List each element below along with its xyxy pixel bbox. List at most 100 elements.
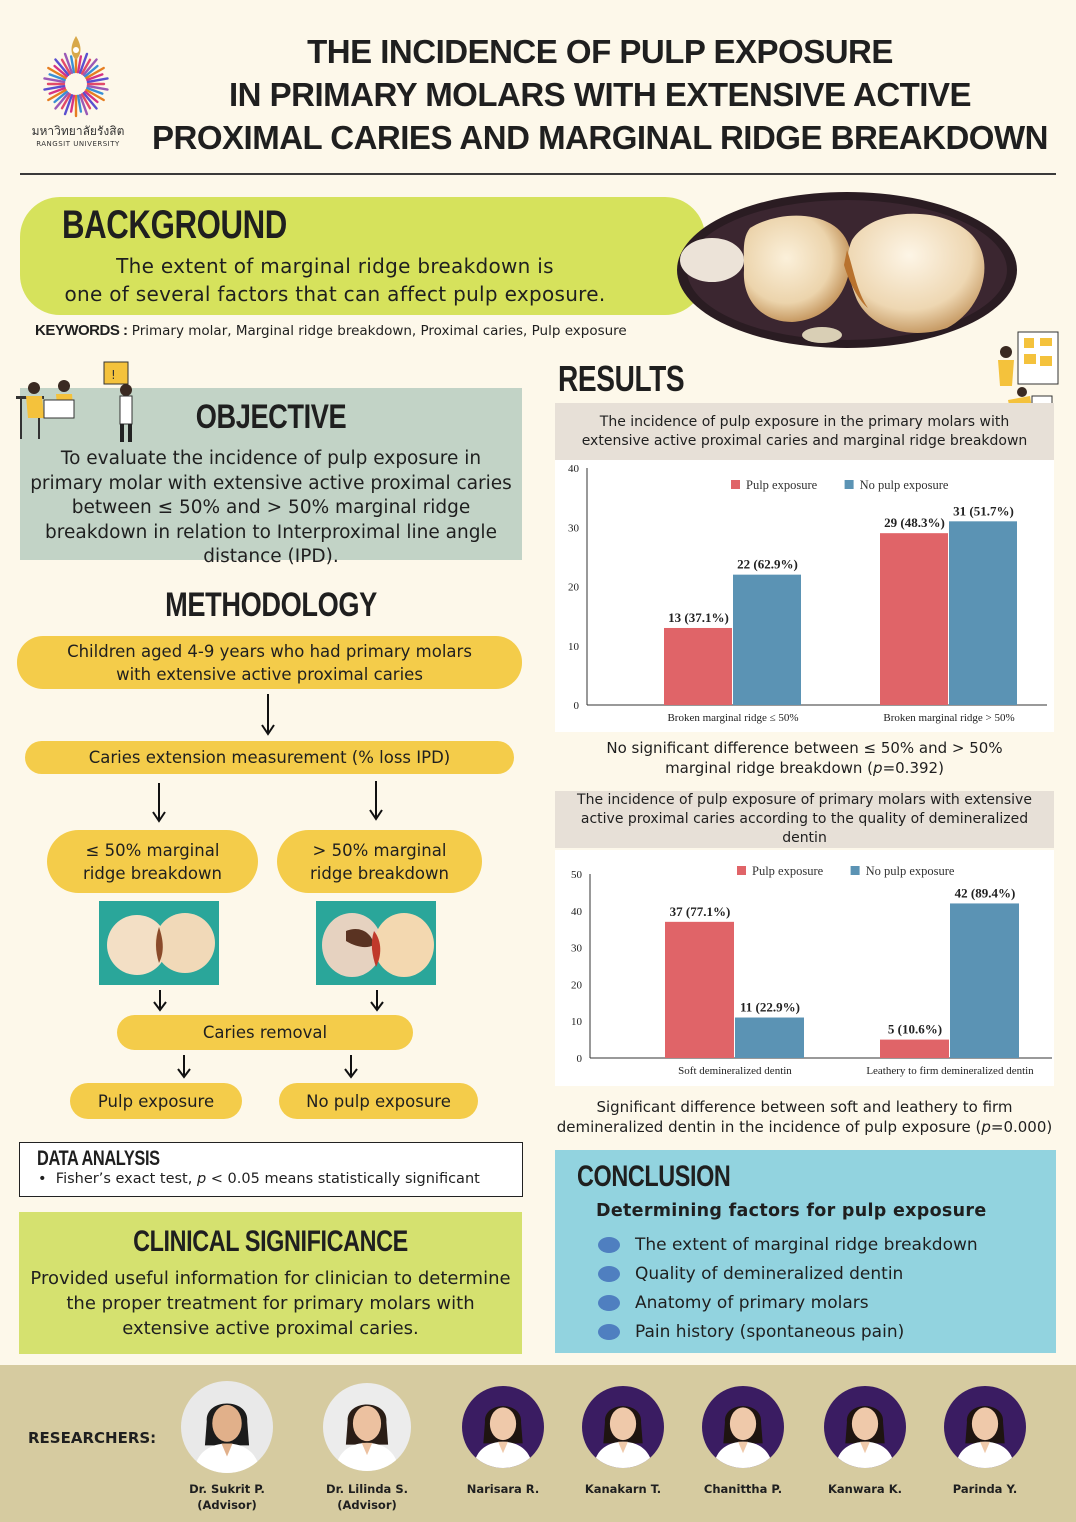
- arrow-down-icon: [260, 694, 276, 740]
- bullet-dot-icon: [598, 1295, 620, 1311]
- background-text-line: The extent of marginal ridge breakdown i…: [116, 254, 554, 278]
- y-tick-label: 40: [568, 463, 580, 475]
- header-divider: [20, 173, 1056, 175]
- legend-label: No pulp exposure: [866, 864, 955, 878]
- category-label: Broken marginal ridge > 50%: [883, 712, 1014, 724]
- molar-photo-gt-50: [316, 901, 436, 985]
- bar-data-label: 22 (62.9%): [737, 557, 798, 572]
- y-tick-label: 30: [571, 943, 583, 955]
- poster-title: THE INCIDENCE OF PULP EXPOSURE IN PRIMAR…: [150, 30, 1050, 159]
- avatar: [462, 1386, 544, 1468]
- team-illustration: !: [14, 356, 139, 442]
- data-analysis-bullet: • Fisher’s exact test, p < 0.05 means st…: [38, 1171, 480, 1187]
- researcher-name: Dr. Sukrit P.: [189, 1482, 265, 1496]
- avatar: [181, 1381, 273, 1473]
- step-caries-removal: Caries removal: [117, 1015, 413, 1050]
- conclusion-panel: [555, 1150, 1056, 1353]
- branch-le-50: ≤ 50% marginal ridge breakdown: [47, 830, 258, 893]
- conclusion-item: The extent of marginal ridge breakdown: [598, 1235, 978, 1255]
- chart1-header: The incidence of pulp exposure in the pr…: [555, 403, 1054, 460]
- legend-swatch: [737, 866, 746, 875]
- data-analysis-panel: [19, 1142, 523, 1197]
- university-logo: มหาวิทยาลัยรังสิต RANGSIT UNIVERSITY: [22, 28, 134, 156]
- bar-data-label: 11 (22.9%): [740, 1000, 800, 1015]
- outcome-pulp-exposure: Pulp exposure: [70, 1083, 242, 1119]
- keywords-label: KEYWORDS :: [35, 322, 128, 339]
- objective-text: To evaluate the incidence of pulp exposu…: [30, 448, 512, 567]
- researcher-card: Dr. Sukrit P. (Advisor): [167, 1381, 287, 1513]
- researcher-card: Kanwara K.: [805, 1386, 925, 1497]
- y-tick-label: 50: [571, 869, 583, 881]
- bar-data-label: 5 (10.6%): [888, 1022, 942, 1037]
- arrow-down-icon: [151, 783, 167, 827]
- bar: [733, 574, 801, 705]
- background-text-line: one of several factors that can affect p…: [64, 282, 606, 306]
- bar-data-label: 29 (48.3%): [884, 515, 945, 530]
- bar-data-label: 13 (37.1%): [668, 610, 729, 625]
- molar-photo: [672, 190, 1018, 350]
- y-tick-label: 0: [574, 700, 580, 712]
- bar-data-label: 37 (77.1%): [670, 904, 731, 919]
- legend-swatch: [844, 480, 854, 489]
- clinical-significance-heading: CLINICAL SIGNIFICANCE: [133, 1225, 408, 1258]
- bar: [665, 921, 734, 1058]
- y-tick-label: 10: [568, 641, 580, 653]
- conclusion-subtitle: Determining factors for pulp exposure: [596, 1201, 987, 1221]
- chart2-header: The incidence of pulp exposure of primar…: [555, 791, 1054, 848]
- bar-data-label: 42 (89.4%): [955, 885, 1016, 900]
- background-panel: [20, 197, 705, 315]
- conclusion-item: Pain history (spontaneous pain): [598, 1322, 904, 1342]
- step-measurement: Caries extension measurement (% loss IPD…: [25, 741, 514, 774]
- y-tick-label: 0: [577, 1053, 583, 1065]
- clinical-significance-panel: [19, 1212, 522, 1354]
- researcher-name: Kanwara K.: [828, 1482, 902, 1496]
- bar: [949, 521, 1017, 705]
- clinical-significance-text: Provided useful information for clinicia…: [30, 1268, 511, 1339]
- outcome-no-pulp-exposure: No pulp exposure: [279, 1083, 478, 1119]
- conclusion-item: Anatomy of primary molars: [598, 1293, 869, 1313]
- molar-photo-le-50: [99, 901, 219, 985]
- category-label: Broken marginal ridge ≤ 50%: [667, 712, 798, 724]
- researcher-card: Chanittha P.: [683, 1386, 803, 1497]
- bar: [950, 903, 1019, 1058]
- researcher-card: Dr. Lilinda S. (Advisor): [307, 1383, 427, 1513]
- chart2-note: Significant difference between soft and …: [556, 1098, 1053, 1136]
- avatar: [702, 1386, 784, 1468]
- researcher-name: Dr. Lilinda S.: [326, 1482, 408, 1496]
- chart2-svg: 0 10 20 30 40 50 Pulp exposure No pulp exposure…: [571, 864, 1052, 1077]
- researcher-role: (Advisor): [337, 1498, 397, 1512]
- university-name-en: RANGSIT UNIVERSITY: [36, 140, 120, 148]
- legend-label: No pulp exposure: [860, 478, 949, 492]
- y-tick-label: 20: [571, 979, 583, 991]
- legend-label: Pulp exposure: [752, 864, 824, 878]
- researcher-card: Parinda Y.: [925, 1386, 1045, 1497]
- researcher-card: Kanakarn T.: [563, 1386, 683, 1497]
- researcher-name: Narisara R.: [466, 1482, 540, 1496]
- arrow-down-icon: [369, 990, 385, 1016]
- title-line: THE INCIDENCE OF PULP EXPOSURE: [307, 33, 893, 70]
- y-tick-label: 30: [568, 522, 580, 534]
- bar: [880, 533, 948, 705]
- researcher-name: Chanittha P.: [703, 1482, 783, 1496]
- results-heading: RESULTS: [558, 358, 685, 399]
- background-heading: BACKGROUND: [62, 203, 287, 247]
- researchers-label: RESEARCHERS:: [28, 1429, 157, 1447]
- analysis-illustration: [988, 330, 1060, 414]
- methodology-heading: METHODOLOGY: [165, 586, 377, 624]
- y-tick-label: 20: [568, 582, 580, 594]
- bullet-dot-icon: [598, 1266, 620, 1282]
- conclusion-heading: CONCLUSION: [577, 1160, 731, 1193]
- data-analysis-heading: DATA ANALYSIS: [37, 1147, 160, 1170]
- bar: [664, 627, 732, 705]
- objective-heading: OBJECTIVE: [195, 398, 347, 436]
- bullet-dot-icon: [598, 1324, 620, 1340]
- arrow-down-icon: [176, 1055, 192, 1083]
- legend-swatch: [731, 480, 740, 489]
- avatar: [944, 1386, 1026, 1468]
- researcher-role: (Advisor): [197, 1498, 257, 1512]
- avatar: [582, 1386, 664, 1468]
- researcher-card: Narisara R.: [443, 1386, 563, 1497]
- keywords-text: Primary molar, Marginal ridge breakdown,…: [131, 323, 627, 339]
- svg-text:!: !: [111, 368, 116, 382]
- objective-panel: [20, 388, 522, 560]
